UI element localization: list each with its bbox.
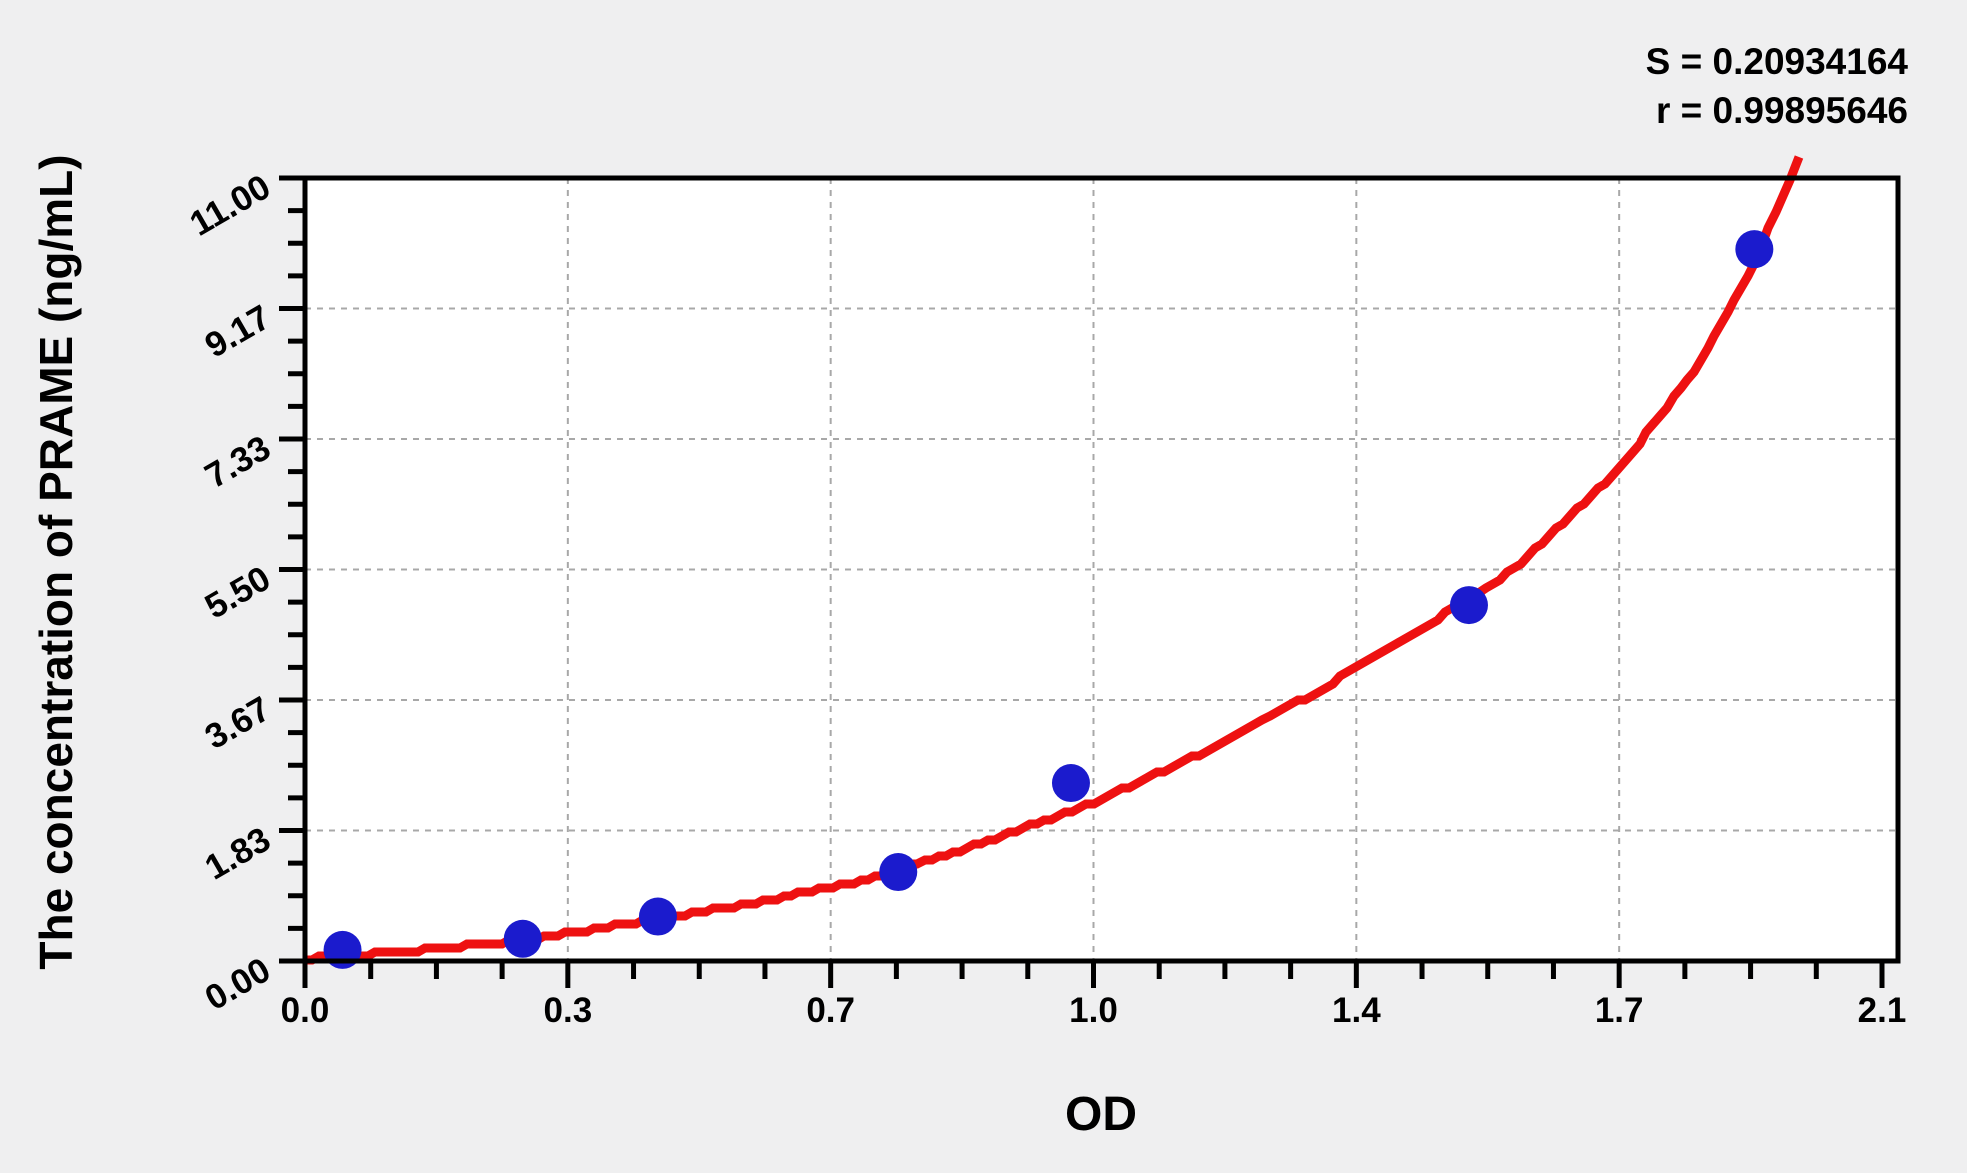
data-point (1051, 764, 1090, 803)
x-tick-label: 1.7 (1595, 991, 1644, 1030)
data-point (1449, 586, 1488, 625)
y-tick-label: 1.83 (199, 820, 277, 888)
data-point (638, 897, 677, 936)
x-axis-title: OD (1065, 1088, 1137, 1141)
x-tick-label: 1.0 (1069, 991, 1118, 1030)
y-tick-label: 0.00 (199, 950, 277, 1018)
fit-curve-group (305, 155, 1804, 965)
gridlines (305, 178, 1898, 961)
data-point (879, 853, 918, 892)
y-axis-title: The concentration of PRAME (ng/mL) (30, 154, 82, 969)
stat-r-value: r = 0.99895646 (1656, 90, 1908, 131)
x-tick-label: 0.7 (806, 991, 855, 1030)
plot-border (302, 175, 1901, 964)
stat-s-value: S = 0.20934164 (1646, 41, 1909, 82)
data-point (1735, 230, 1774, 269)
x-tick-label: 2.1 (1858, 991, 1907, 1030)
x-tick-label: 0.3 (544, 991, 593, 1030)
fit-curve (305, 155, 1804, 965)
y-tick-label: 9.17 (199, 298, 277, 366)
x-tick-label: 0.0 (281, 991, 330, 1030)
x-tick-label: 1.4 (1332, 991, 1381, 1030)
data-point (503, 919, 542, 958)
y-tick-label: 3.67 (199, 689, 277, 757)
axis-ticks (279, 175, 1885, 988)
y-tick-label: 5.50 (199, 559, 277, 627)
y-tick-label: 11.00 (183, 167, 277, 244)
y-tick-label: 7.33 (199, 428, 277, 496)
